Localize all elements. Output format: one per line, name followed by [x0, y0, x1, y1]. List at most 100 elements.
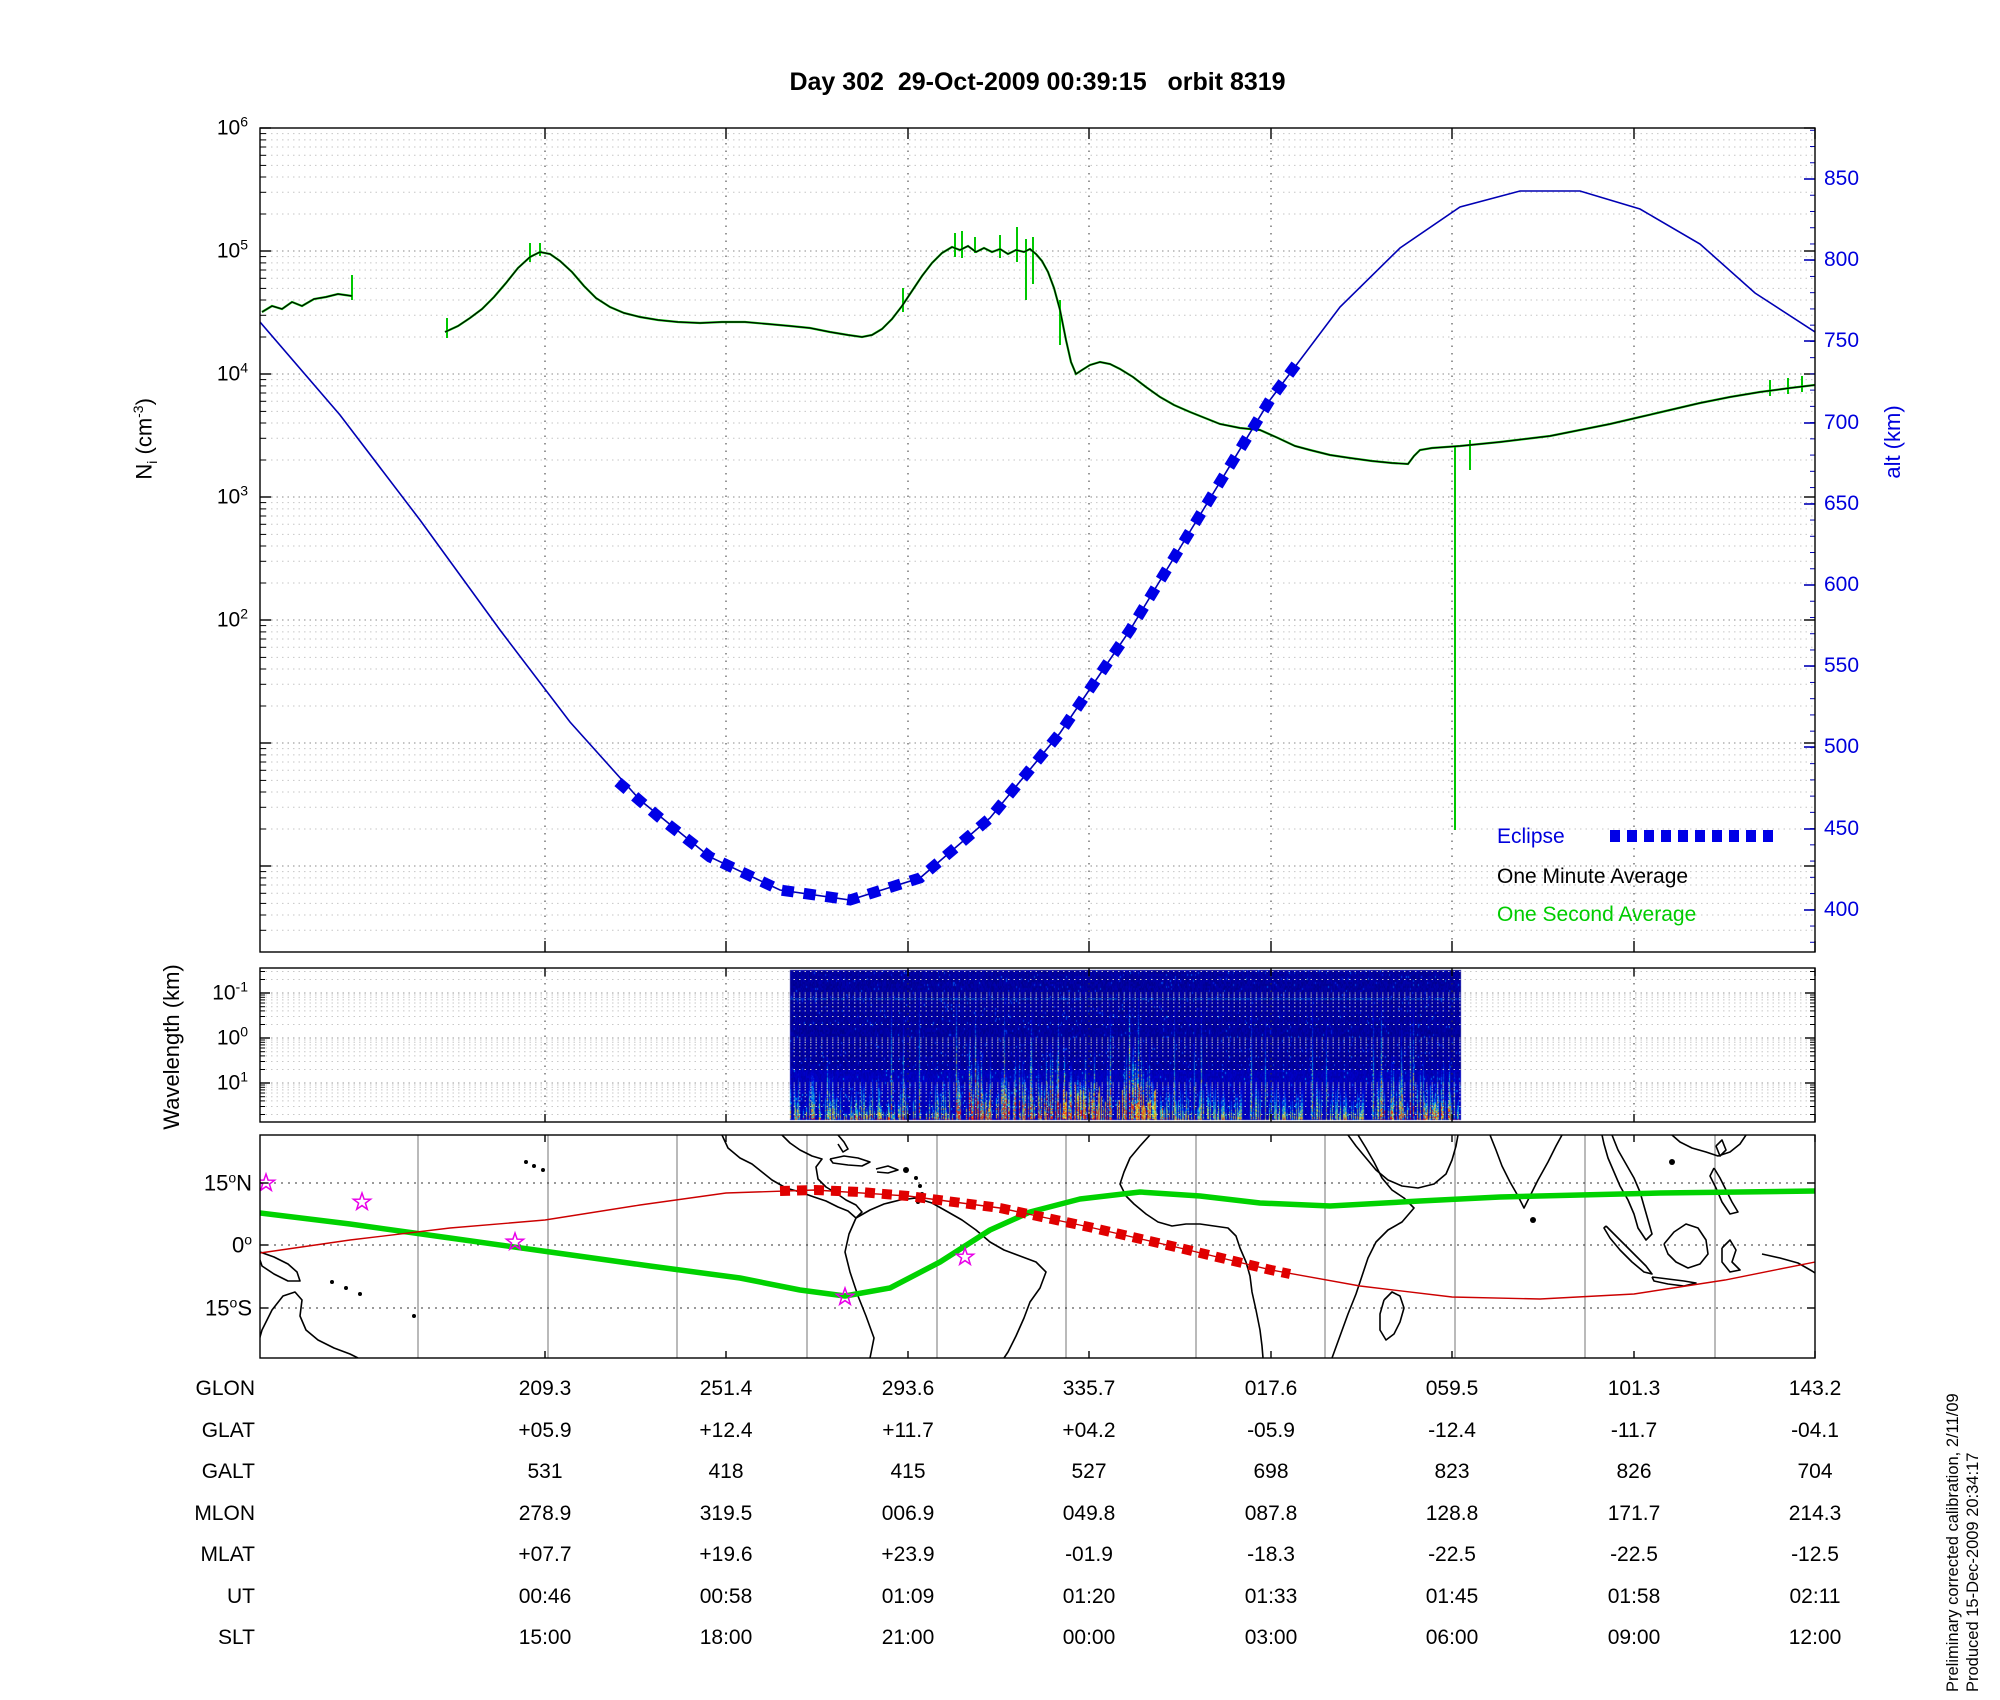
eclipse-dash-swatch — [1610, 830, 1778, 842]
island-dot — [330, 1280, 334, 1284]
lat-label-15s: 15oS — [205, 1294, 252, 1321]
table-cell: -01.9 — [1065, 1543, 1113, 1566]
y-tick-1e2: 102 — [216, 605, 248, 632]
table-cell: 01:45 — [1425, 1585, 1479, 1608]
island-dot — [532, 1164, 536, 1168]
table-cell: 278.9 — [518, 1502, 572, 1525]
table-cell: 418 — [708, 1460, 744, 1483]
table-cell: 006.9 — [881, 1502, 935, 1525]
world-coastlines — [260, 1135, 1815, 1358]
table-cell: -04.1 — [1791, 1419, 1839, 1442]
y-tick-1e4: 104 — [216, 359, 248, 386]
coastline — [1651, 1276, 1697, 1287]
table-cell: 15:00 — [518, 1626, 572, 1649]
ground-station-stars — [260, 1171, 976, 1307]
coastline — [1663, 1223, 1709, 1269]
ground-station-star — [954, 1245, 976, 1267]
green-spikes — [351, 227, 1803, 830]
map-panel — [259, 1134, 1816, 1359]
table-cell: 335.7 — [1062, 1377, 1116, 1400]
table-row-label: SLT — [218, 1626, 255, 1649]
ground-station-star — [351, 1190, 373, 1212]
table-cell: 171.7 — [1607, 1502, 1661, 1525]
coastline — [1489, 1135, 1563, 1209]
coastline — [829, 1155, 871, 1167]
table-cell: 698 — [1253, 1460, 1289, 1483]
table-cell: 293.6 — [881, 1377, 935, 1400]
table-cell: +23.9 — [881, 1543, 935, 1566]
island-dot — [358, 1292, 362, 1296]
coastline — [260, 1291, 359, 1358]
table-row-label: GLAT — [201, 1419, 255, 1442]
grid-top — [260, 128, 1816, 952]
grid-mid — [260, 968, 1816, 1122]
alt-tick-500: 500 — [1824, 735, 1860, 758]
table-row-label: UT — [227, 1585, 255, 1608]
coastline — [1671, 1135, 1747, 1157]
wl-tick-1e0: 100 — [216, 1023, 248, 1050]
island-dot — [1530, 1217, 1536, 1223]
table-cell: 531 — [527, 1460, 563, 1483]
table-cell: 319.5 — [699, 1502, 753, 1525]
coastline — [1601, 1135, 1653, 1241]
table-cell: 101.3 — [1607, 1377, 1661, 1400]
table-cell: +04.2 — [1062, 1419, 1116, 1442]
table-cell: -22.5 — [1610, 1543, 1658, 1566]
table-cell: 087.8 — [1244, 1502, 1298, 1525]
table-cell: 01:58 — [1607, 1585, 1661, 1608]
table-cell: -11.7 — [1610, 1419, 1658, 1442]
y-tick-1e6: 106 — [216, 113, 248, 140]
alt-tick-750: 750 — [1824, 329, 1860, 352]
lat-label-15n: 15oN — [203, 1169, 252, 1196]
table-cell: 09:00 — [1607, 1626, 1661, 1649]
table-cell: 01:33 — [1244, 1585, 1298, 1608]
table-cell: 251.4 — [699, 1377, 753, 1400]
coastline — [260, 1251, 301, 1282]
coastline — [837, 1135, 849, 1153]
ground-track-line — [260, 1189, 1815, 1300]
coastline — [1709, 1167, 1739, 1215]
table-cell: 527 — [1071, 1460, 1107, 1483]
coastline — [875, 1165, 899, 1174]
island-dot — [914, 1176, 918, 1180]
y-tick-1e5: 105 — [216, 236, 248, 263]
alt-tick-700: 700 — [1824, 411, 1860, 434]
alt-tick-650: 650 — [1824, 492, 1860, 515]
coastline — [1379, 1291, 1405, 1341]
table-cell: 03:00 — [1244, 1626, 1298, 1649]
note-produced: Produced 15-Dec-2009 20:34:17 — [1964, 1452, 1982, 1692]
coastline — [844, 1197, 1047, 1358]
table-cell: +12.4 — [699, 1419, 753, 1442]
legend-one-minute: One Minute Average — [1497, 865, 1689, 888]
wavelength-panel-border — [259, 967, 1816, 1123]
island-dot — [918, 1184, 922, 1188]
table-cell: 12:00 — [1788, 1626, 1842, 1649]
alt-tick-550: 550 — [1824, 654, 1860, 677]
island-dot — [524, 1160, 528, 1164]
ground-station-star — [504, 1230, 526, 1252]
note-calibration: Preliminary corrected calibration, 2/11/… — [1944, 1393, 1962, 1692]
table-cell: 704 — [1797, 1460, 1833, 1483]
y-tick-1e3: 103 — [216, 482, 248, 509]
coastline — [1119, 1135, 1264, 1358]
ground-station-star — [834, 1285, 856, 1307]
table-cell: 06:00 — [1425, 1626, 1479, 1649]
table-cell: 823 — [1434, 1460, 1470, 1483]
island-dot — [541, 1168, 545, 1172]
coastline — [1715, 1139, 1727, 1157]
map-panel-border — [259, 1134, 1816, 1359]
one-minute-average-curve — [261, 245, 1815, 465]
table-cell: +05.9 — [518, 1419, 572, 1442]
table-cell: -22.5 — [1428, 1543, 1476, 1566]
density-altitude-panel — [259, 127, 1816, 953]
ticks-mid — [260, 968, 1816, 1122]
table-cell: +19.6 — [699, 1543, 753, 1566]
alt-tick-850: 850 — [1824, 167, 1860, 190]
table-cell: 128.8 — [1425, 1502, 1479, 1525]
table-cell: -18.3 — [1247, 1543, 1295, 1566]
table-cell: 049.8 — [1062, 1502, 1116, 1525]
table-cell: 826 — [1616, 1460, 1652, 1483]
